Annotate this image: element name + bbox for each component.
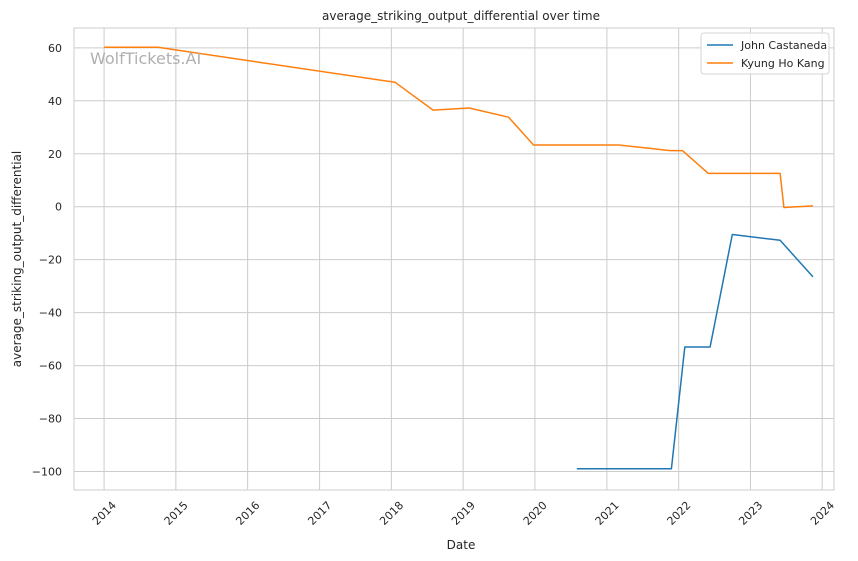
y-tick-label: −20 — [39, 254, 62, 267]
y-tick-label: −60 — [39, 360, 62, 373]
series-line-kyung-ho-kang — [104, 46, 814, 209]
series-layer — [104, 46, 814, 470]
legend-label: Kyung Ho Kang — [741, 57, 825, 70]
chart-title: average_striking_output_differential ove… — [322, 9, 600, 23]
watermark: WolfTickets.AI — [90, 49, 201, 68]
y-tick-label: 0 — [55, 201, 62, 214]
series-line-john-castaneda — [576, 233, 814, 470]
y-tick-label: −100 — [32, 465, 62, 478]
y-tick-label: −40 — [39, 307, 62, 320]
y-tick-labels: 60 40 20 0 −20 −40 −60 −80 −100 — [32, 42, 62, 479]
legend: John Castaneda Kyung Ho Kang — [700, 32, 830, 75]
plot-area — [73, 27, 835, 491]
y-tick-label: −80 — [39, 413, 62, 426]
y-axis-title: average_striking_output_differential — [10, 151, 24, 367]
y-tick-label: 60 — [48, 42, 62, 55]
y-tick-label: 40 — [48, 95, 62, 108]
x-axis-title: Date — [447, 538, 476, 552]
y-tick-label: 20 — [48, 148, 62, 161]
legend-label: John Castaneda — [740, 39, 827, 52]
grid-lines — [74, 28, 834, 490]
